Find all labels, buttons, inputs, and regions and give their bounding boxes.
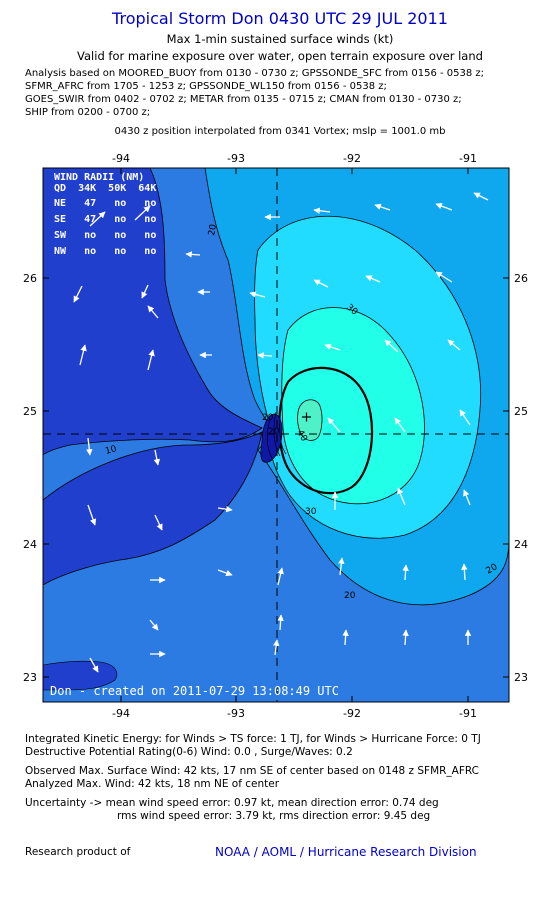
wind-arrow [384,339,399,353]
wind-arrow [402,629,409,646]
ticks [43,168,509,702]
lat-tick-label: 26 [23,272,37,285]
wind-arrow [435,203,453,211]
wind-arrow [342,629,349,646]
wind-arrow [277,567,284,586]
chart-title: Tropical Storm Don 0430 UTC 29 JUL 2011 [112,9,448,28]
wind-arrow [89,657,99,673]
wind-arrow [313,279,329,288]
wind-arrow [147,305,159,319]
lon-tick-label: -94 [112,707,130,720]
wind-arrow [153,449,161,466]
wind-arrow [217,505,233,513]
sw-band [43,431,263,586]
creation-credit: Don - created on 2011-07-29 13:08:49 UTC [50,684,339,698]
max-wind-core [297,399,323,441]
wind-arrow [447,339,461,351]
org-link[interactable]: NOAA / AOML / Hurricane Research Divisio… [215,845,477,859]
lat-tick-label: 26 [514,272,528,285]
storm-center-marker [302,412,311,422]
contour-label: 20 [268,427,280,437]
wind-arrow [141,284,149,299]
wind-radii-row: NE 47 no no [54,198,156,209]
lat-tick-label: 23 [23,671,37,684]
wind-arrow [86,437,93,456]
wind-radii-row: SW no no no [54,230,156,241]
contour-label: 20 [344,591,356,601]
lat-tick-label: 24 [23,538,37,551]
wind-arrow [461,563,468,581]
validity-note: Valid for marine exposure over water, op… [77,49,483,63]
position-note: 0430 z position interpolated from 0341 V… [114,126,446,137]
lon-tick-label: -92 [343,707,361,720]
wind-arrow [327,417,341,433]
uncertainty-rms-line: rms wind speed error: 3.79 kt, rms direc… [117,810,431,822]
contour-label: 20 [207,223,219,236]
wind-arrow [134,205,151,221]
lon-tick-label: -93 [227,152,245,165]
wind-arrow [459,409,471,426]
wind-arrow [473,192,489,201]
wind-arrow [365,275,381,283]
analysis-line: GOES_SWIR from 0402 - 0702 z; METAR from… [25,94,462,105]
map-fill [43,168,509,702]
lon-tick-label: -91 [459,152,477,165]
wind-arrow [277,614,284,631]
analysis-line: SHIP from 0200 - 0700 z; [25,107,151,118]
lon-tick-label: -94 [112,152,130,165]
wind-arrow [149,619,159,631]
wind-arrow [324,343,341,351]
wind-radii-title: WIND RADII (NM) [54,172,144,183]
ike-line: Integrated Kinetic Energy: for Winds > T… [25,733,481,745]
wind-arrow [273,639,280,656]
analysis-line: Analysis based on MOORED_BUOY from 0130 … [25,68,485,79]
sw-inner [43,660,118,691]
observed-max-line: Observed Max. Surface Wind: 42 kts, 17 n… [25,765,480,777]
wind-arrow [402,564,409,581]
wind-arrow [257,352,273,359]
contour-label: 20 [262,413,274,423]
lat-tick-label: 23 [514,671,528,684]
contour-label: 10 [104,444,118,457]
wind-vectors [73,192,489,673]
wind-radii-table: WIND RADII (NM) QD 34K 50K 64K NE 47 no … [54,172,156,257]
wind-arrow [397,487,406,506]
lat-tick-label: 25 [514,405,528,418]
contour-line [266,407,287,459]
uncertainty-line: Uncertainty -> mean wind speed error: 0.… [25,797,439,809]
research-label: Research product of [25,846,131,858]
wind-arrow [147,349,155,371]
wind-radii-row: SE 47 no no [54,214,156,225]
wind-arrow [463,489,471,506]
wind-arrow [249,291,266,298]
wind-arrow [185,251,201,258]
lon-tick-label: -93 [227,707,245,720]
map-frame [42,167,510,703]
analyzed-max-line: Analyzed Max. Wind: 42 kts, 18 nm NE of … [25,778,280,790]
contour-label: 30 [305,507,317,517]
wind-arrow [435,271,453,283]
wind-arrow [89,211,106,227]
wind-radii-row: NW no no no [54,246,156,257]
wind-arrow [313,207,331,214]
dpr-line: Destructive Potential Rating(0-6) Wind: … [25,746,353,758]
lon-tick-label: -91 [459,707,477,720]
wind-arrow [79,344,87,366]
wind-arrow [87,504,97,526]
chart-subtitle: Max 1-min sustained surface winds (kt) [166,32,394,46]
wind-arrow [338,557,345,576]
wind-arrow [394,417,406,433]
wind-radii-header: QD 34K 50K 64K [54,183,156,194]
wind-arrow [217,569,233,577]
lat-tick-label: 24 [514,538,528,551]
wind-arrow [374,203,391,211]
wind-arrow [154,514,163,531]
lat-tick-label: 25 [23,405,37,418]
lon-tick-label: -92 [343,152,361,165]
analysis-line: SFMR_AFRC from 1705 - 1253 z; GPSSONDE_W… [25,81,387,92]
wind-arrow [73,285,83,303]
